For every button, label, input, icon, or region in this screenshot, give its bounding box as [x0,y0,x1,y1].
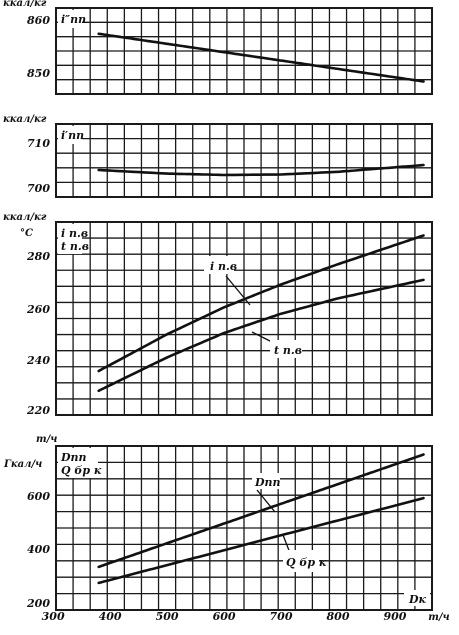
y-unit-label: т/ч [36,434,57,445]
chart-panels: 850 860 ккал/кг i″пп 700 710 ккал/кг i′пп 220 240… [3,0,450,623]
symbol-label-bg [58,224,82,254]
series-line-1 [97,234,425,373]
y-tick-label: 240 [26,354,50,367]
series-line-1 [97,32,425,83]
y-tick-label: 600 [27,490,50,503]
y-tick-label: 280 [26,250,50,263]
series-label-bg [252,473,280,489]
series-label-qk: Q бр к [286,556,327,569]
y-unit-label: ккал/кг [3,114,47,125]
series-line-2 [97,496,425,585]
x-tick-label: 800 [327,610,350,623]
x-tick-label: 900 [383,610,406,623]
x-unit-label: т/ч [428,612,449,623]
y-tick-label: 220 [26,404,50,417]
y-symbol-label: Dпп [60,451,87,464]
y-symbol-label: i′пп [61,129,84,142]
x-tick-label: 400 [99,610,122,623]
x-tick-label: 600 [213,610,236,623]
panel-frame [55,123,433,198]
y-unit-label-secondary: °C [20,228,33,239]
symbol-label-bg [58,448,98,478]
series-line-1 [97,163,425,177]
x-tick-label: 300 [42,610,65,623]
panel-2: 700 710 ккал/кг i′пп [3,114,433,198]
y-tick-label: 400 [27,543,50,556]
y-unit-label: ккал/кг [3,212,47,223]
leader-line [256,489,276,513]
y-tick-label: 260 [26,303,50,316]
y-tick-label: 850 [27,67,50,80]
y-symbol-label: i″пп [61,13,86,26]
y-symbol-label-secondary: t п.в [61,240,89,253]
panel-1: 850 860 ккал/кг i″пп [3,0,433,95]
y-unit-label: ккал/кг [3,0,47,9]
x-tick-label: 700 [270,610,293,623]
y-unit-label-secondary: Гкал/ч [3,459,42,470]
series-label-i: i п.в [210,260,237,273]
y-tick-label: 700 [27,182,50,195]
series-label-dpp: Dпп [254,476,281,489]
y-tick-label: 710 [27,137,50,150]
symbol-label-bg [58,126,82,144]
panel-frame [55,445,433,611]
y-tick-label: 860 [27,14,50,27]
series-label-bg [270,340,302,358]
series-label-bg [204,256,234,274]
symbol-label-bg [58,10,82,28]
x-tick-label: 500 [156,610,179,623]
y-symbol-label: i п.в [61,227,88,240]
y-tick-label: 200 [26,597,50,610]
x-symbol-label: Dк [408,593,427,606]
series-line-1 [97,453,425,569]
panel-frame [55,7,433,95]
leader-line [225,275,251,306]
series-label-bg [283,550,319,572]
x-symbol-bg [404,590,430,606]
y-symbol-label-secondary: Q бр к [61,464,102,477]
series-line-2 [97,278,425,393]
panel-frame [55,221,433,416]
series-label-t: t п.в [274,344,302,357]
